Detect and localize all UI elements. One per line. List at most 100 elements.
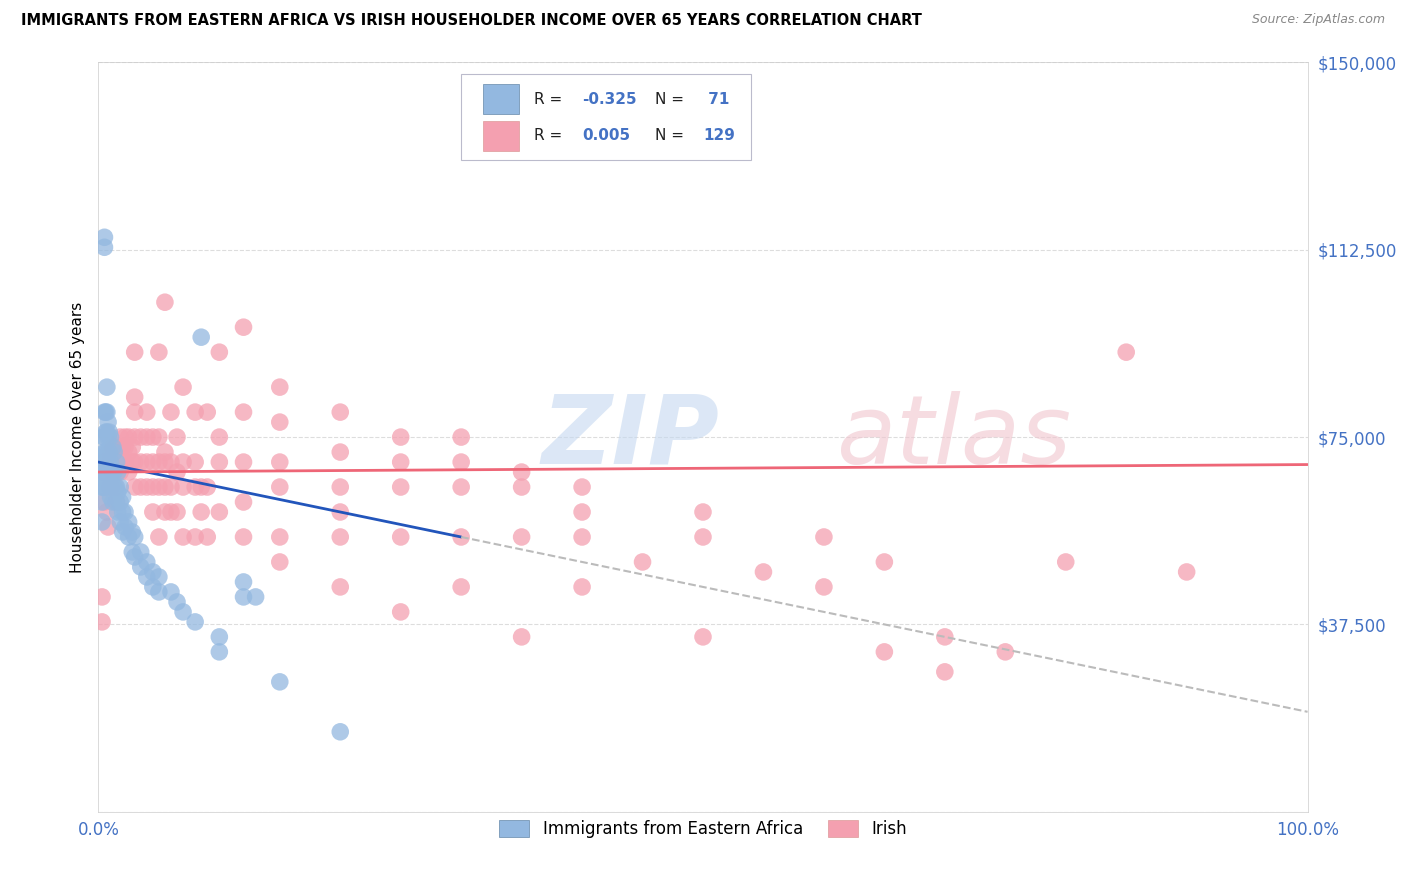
Point bbox=[232, 495, 254, 509]
Point bbox=[107, 465, 129, 479]
Point bbox=[1175, 565, 1198, 579]
Point bbox=[934, 665, 956, 679]
Point bbox=[91, 465, 114, 479]
Point bbox=[97, 465, 120, 479]
Point bbox=[190, 330, 212, 344]
Point bbox=[91, 495, 114, 509]
Point bbox=[114, 505, 136, 519]
FancyBboxPatch shape bbox=[482, 120, 519, 151]
Point bbox=[190, 480, 212, 494]
Point bbox=[108, 465, 131, 479]
Point bbox=[96, 505, 118, 519]
Point bbox=[105, 455, 128, 469]
Point bbox=[118, 515, 141, 529]
Point bbox=[96, 405, 118, 419]
Point bbox=[135, 455, 157, 469]
Point bbox=[118, 445, 141, 459]
Point bbox=[93, 465, 115, 479]
Point bbox=[269, 480, 291, 494]
Point bbox=[105, 480, 128, 494]
Point bbox=[269, 530, 291, 544]
Point bbox=[129, 560, 152, 574]
Point bbox=[142, 580, 165, 594]
Point bbox=[232, 530, 254, 544]
Point bbox=[100, 470, 122, 484]
Point bbox=[91, 480, 114, 494]
Point bbox=[1115, 345, 1137, 359]
Point bbox=[208, 645, 231, 659]
Point bbox=[269, 455, 291, 469]
Point bbox=[93, 455, 115, 469]
Point bbox=[103, 480, 125, 494]
Text: IMMIGRANTS FROM EASTERN AFRICA VS IRISH HOUSEHOLDER INCOME OVER 65 YEARS CORRELA: IMMIGRANTS FROM EASTERN AFRICA VS IRISH … bbox=[21, 13, 922, 29]
Point bbox=[94, 465, 117, 479]
Point bbox=[148, 455, 170, 469]
Point bbox=[97, 520, 120, 534]
Point bbox=[692, 530, 714, 544]
Point bbox=[91, 515, 114, 529]
Point bbox=[208, 630, 231, 644]
Point bbox=[269, 415, 291, 429]
Point bbox=[160, 455, 183, 469]
Point bbox=[208, 505, 231, 519]
Point bbox=[172, 530, 194, 544]
Point bbox=[172, 380, 194, 394]
Point bbox=[124, 455, 146, 469]
Point bbox=[100, 430, 122, 444]
Point bbox=[118, 430, 141, 444]
FancyBboxPatch shape bbox=[482, 85, 519, 114]
Point bbox=[121, 455, 143, 469]
Point bbox=[129, 430, 152, 444]
Point bbox=[124, 405, 146, 419]
Point bbox=[124, 390, 146, 404]
Point bbox=[184, 480, 207, 494]
Point bbox=[692, 505, 714, 519]
Point bbox=[107, 485, 129, 500]
Point bbox=[93, 465, 115, 479]
Point bbox=[184, 455, 207, 469]
Point bbox=[108, 495, 131, 509]
Point bbox=[111, 490, 134, 504]
Point bbox=[100, 445, 122, 459]
Point bbox=[269, 555, 291, 569]
Point bbox=[111, 455, 134, 469]
Point bbox=[108, 430, 131, 444]
Text: R =: R = bbox=[534, 128, 567, 143]
Point bbox=[190, 505, 212, 519]
Point bbox=[329, 580, 352, 594]
Point bbox=[813, 580, 835, 594]
Point bbox=[450, 530, 472, 544]
Point bbox=[232, 320, 254, 334]
Point bbox=[98, 465, 121, 479]
Point bbox=[208, 430, 231, 444]
Text: 0.005: 0.005 bbox=[582, 128, 630, 143]
Point bbox=[101, 465, 124, 479]
Point bbox=[129, 455, 152, 469]
Point bbox=[98, 480, 121, 494]
Point bbox=[148, 530, 170, 544]
Point bbox=[148, 345, 170, 359]
Point bbox=[195, 405, 218, 419]
Point bbox=[101, 440, 124, 454]
Text: -0.325: -0.325 bbox=[582, 92, 637, 107]
Point bbox=[100, 480, 122, 494]
Point bbox=[208, 345, 231, 359]
Point bbox=[160, 405, 183, 419]
Point bbox=[124, 345, 146, 359]
Point bbox=[91, 430, 114, 444]
Text: ZIP: ZIP bbox=[541, 391, 720, 483]
Point bbox=[148, 430, 170, 444]
Point bbox=[450, 430, 472, 444]
Point bbox=[101, 480, 124, 494]
Point bbox=[160, 585, 183, 599]
Point bbox=[994, 645, 1017, 659]
Point bbox=[101, 465, 124, 479]
Text: Source: ZipAtlas.com: Source: ZipAtlas.com bbox=[1251, 13, 1385, 27]
Point bbox=[94, 425, 117, 439]
Point bbox=[135, 430, 157, 444]
Point bbox=[111, 524, 134, 539]
Point bbox=[195, 480, 218, 494]
Point bbox=[105, 495, 128, 509]
Point bbox=[129, 480, 152, 494]
Y-axis label: Householder Income Over 65 years: Householder Income Over 65 years bbox=[69, 301, 84, 573]
